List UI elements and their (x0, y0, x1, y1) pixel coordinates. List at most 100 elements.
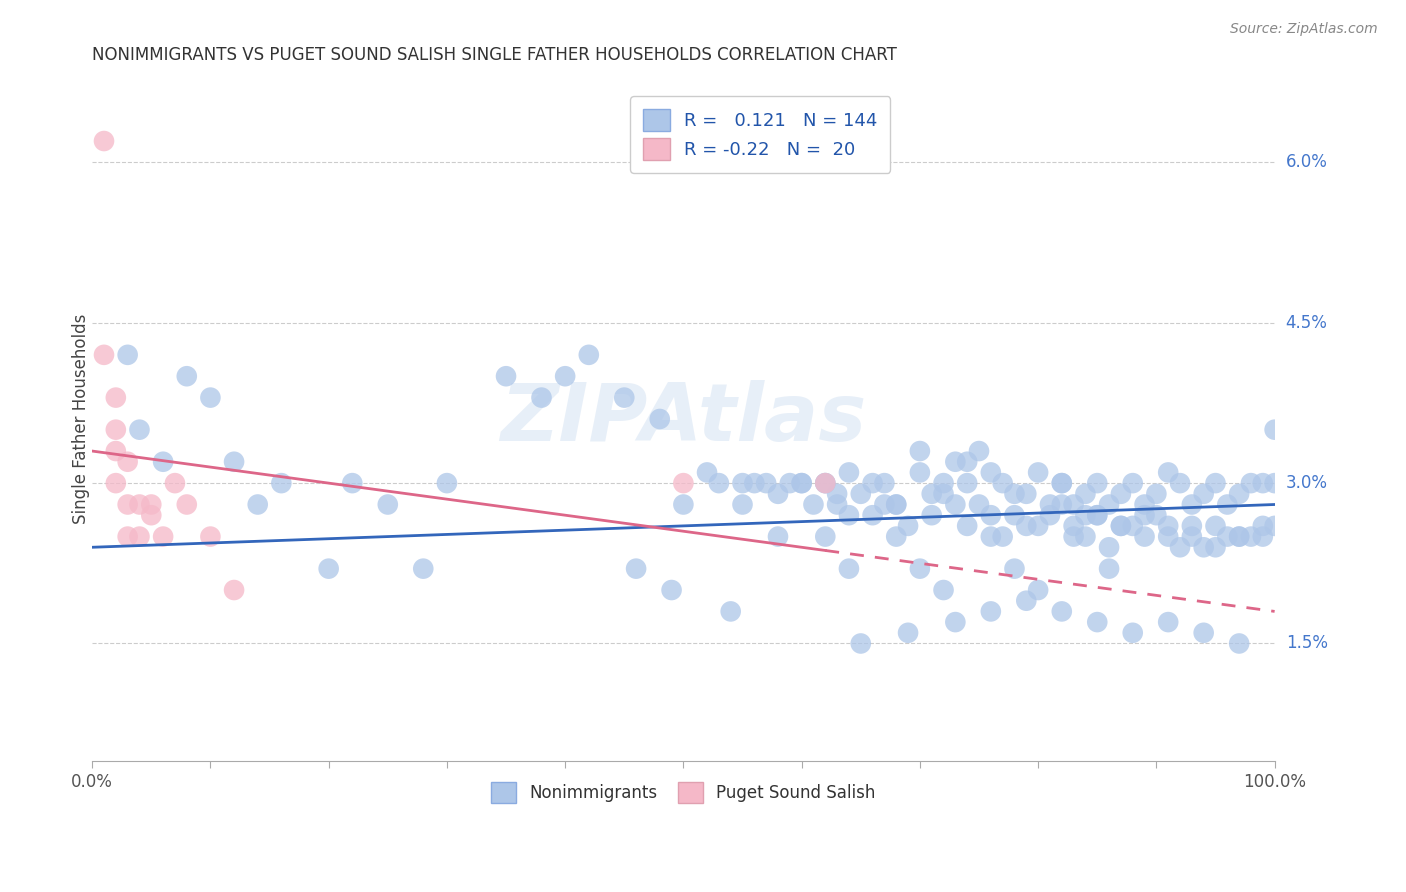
Point (980, 466, 1002, 480)
Point (1168, 476, 1191, 491)
Point (1063, 519, 1085, 533)
Point (1181, 519, 1204, 533)
Point (530, 391, 553, 405)
Point (1157, 530, 1180, 544)
Point (1015, 593, 1038, 607)
Point (755, 476, 778, 491)
Point (672, 498, 695, 512)
Point (814, 476, 837, 491)
Point (1216, 498, 1239, 512)
Point (967, 444, 990, 458)
Y-axis label: Single Father Households: Single Father Households (72, 314, 90, 524)
Point (1157, 615, 1180, 629)
Point (1074, 530, 1097, 544)
Point (222, 582, 245, 597)
Point (1144, 508, 1167, 523)
Point (1085, 508, 1108, 523)
Point (1098, 561, 1121, 575)
Point (1109, 519, 1132, 533)
Point (1205, 519, 1227, 533)
Point (246, 498, 269, 512)
Text: 1.5%: 1.5% (1285, 634, 1327, 652)
Point (200, 391, 222, 405)
Point (1050, 498, 1073, 512)
Point (412, 561, 434, 575)
Point (980, 530, 1002, 544)
Point (377, 498, 399, 512)
Point (1026, 466, 1049, 480)
Point (1122, 476, 1144, 491)
Point (1050, 604, 1073, 618)
Point (1205, 476, 1227, 491)
Point (862, 476, 884, 491)
Point (1251, 530, 1274, 544)
Legend: Nonimmigrants, Puget Sound Salish: Nonimmigrants, Puget Sound Salish (479, 771, 887, 814)
Point (624, 561, 647, 575)
Point (1133, 498, 1156, 512)
Point (1227, 636, 1250, 650)
Point (1205, 541, 1227, 555)
Point (176, 498, 198, 512)
Point (1264, 519, 1286, 533)
Point (967, 498, 990, 512)
Point (1015, 519, 1038, 533)
Point (117, 348, 139, 362)
Point (141, 498, 163, 512)
Point (943, 455, 966, 469)
Point (152, 455, 174, 469)
Point (980, 604, 1002, 618)
Point (104, 476, 127, 491)
Point (1074, 508, 1097, 523)
Point (1168, 541, 1191, 555)
Point (1085, 508, 1108, 523)
Point (1192, 487, 1215, 501)
Point (104, 423, 127, 437)
Point (1015, 487, 1038, 501)
Point (991, 530, 1014, 544)
Point (163, 476, 186, 491)
Point (897, 625, 920, 640)
Point (980, 508, 1002, 523)
Point (1039, 498, 1062, 512)
Point (897, 519, 920, 533)
Point (117, 498, 139, 512)
Point (1098, 541, 1121, 555)
Point (707, 476, 730, 491)
Point (1122, 625, 1144, 640)
Text: 4.5%: 4.5% (1285, 314, 1327, 332)
Point (1085, 476, 1108, 491)
Point (1063, 498, 1085, 512)
Point (908, 466, 931, 480)
Point (93, 134, 115, 148)
Point (838, 561, 860, 575)
Point (578, 348, 600, 362)
Point (128, 498, 150, 512)
Point (1264, 476, 1286, 491)
Point (1109, 519, 1132, 533)
Point (104, 444, 127, 458)
Point (342, 476, 364, 491)
Text: NONIMMIGRANTS VS PUGET SOUND SALISH SINGLE FATHER HOUSEHOLDS CORRELATION CHART: NONIMMIGRANTS VS PUGET SOUND SALISH SING… (93, 46, 897, 64)
Point (152, 530, 174, 544)
Point (1251, 519, 1274, 533)
Text: Source: ZipAtlas.com: Source: ZipAtlas.com (1230, 22, 1378, 37)
Point (943, 615, 966, 629)
Point (849, 636, 872, 650)
Point (1050, 476, 1073, 491)
Point (436, 476, 458, 491)
Point (318, 561, 340, 575)
Point (1227, 530, 1250, 544)
Point (1085, 615, 1108, 629)
Point (1264, 423, 1286, 437)
Point (1026, 519, 1049, 533)
Point (921, 508, 943, 523)
Point (1026, 582, 1049, 597)
Text: 3.0%: 3.0% (1285, 475, 1327, 492)
Point (1227, 530, 1250, 544)
Point (838, 466, 860, 480)
Point (884, 498, 907, 512)
Text: ZIPAtlas: ZIPAtlas (501, 380, 866, 458)
Point (825, 487, 848, 501)
Point (1133, 508, 1156, 523)
Point (932, 582, 955, 597)
